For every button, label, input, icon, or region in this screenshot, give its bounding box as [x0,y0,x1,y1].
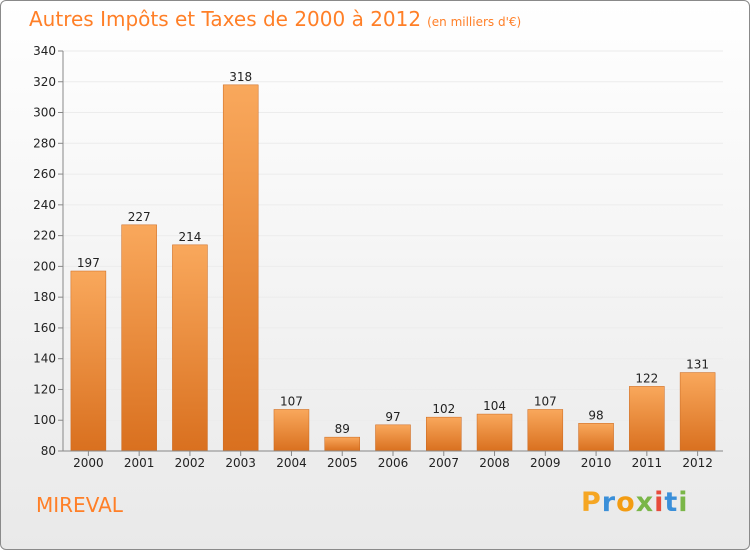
logo-letter: r [601,487,617,518]
bar-value-label: 122 [635,371,658,385]
x-tick-label: 2007 [428,456,459,470]
bar [476,413,513,452]
y-tick-label: 240 [33,198,56,212]
chart-subtitle: (en milliers d'€) [427,15,522,29]
bar [273,409,310,452]
bar [426,416,462,452]
bar [222,84,259,452]
x-tick-label: 2011 [632,456,663,470]
y-tick-label: 340 [33,44,56,58]
bar [578,423,614,452]
bar-value-label: 227 [128,210,151,224]
y-tick-label: 300 [33,106,56,120]
y-tick-label: 260 [33,167,56,181]
logo-letter: P [581,487,602,518]
logo-letter: x [635,487,655,518]
bar [527,409,564,452]
bar-value-label: 107 [534,394,557,408]
y-tick-label: 100 [33,413,56,427]
bar-value-label: 318 [229,70,252,84]
bar-value-label: 197 [77,256,100,270]
x-tick-label: 2003 [225,456,256,470]
x-tick-label: 2010 [581,456,612,470]
x-tick-label: 2005 [327,456,358,470]
bar [375,424,411,452]
bar [324,436,360,452]
y-tick-label: 80 [41,444,56,458]
y-tick-label: 160 [33,321,56,335]
x-tick-label: 2000 [73,456,104,470]
bars: 197 227 214 318 107 89 97 102 104 107 98 122 131 [70,70,716,452]
logo-letter: i [678,487,689,518]
x-tick-label: 2012 [682,456,713,470]
y-tick-label: 180 [33,290,56,304]
x-tick-label: 2001 [124,456,155,470]
x-tick-label: 2009 [530,456,561,470]
y-tick-label: 200 [33,259,56,273]
y-tick-label: 280 [33,136,56,150]
y-tick-label: 220 [33,229,56,243]
bar-value-label: 97 [385,410,400,424]
x-tick-label: 2006 [378,456,409,470]
place-name: MIREVAL [36,493,123,517]
x-tick-label: 2008 [479,456,510,470]
bar [70,270,107,452]
bar-value-label: 98 [588,408,603,422]
bar [121,224,157,452]
chart-title-text: Autres Impôts et Taxes de 2000 à 2012 [29,7,422,31]
chart-title: Autres Impôts et Taxes de 2000 à 2012 (en… [29,7,521,31]
bar-value-label: 107 [280,394,303,408]
y-tick-label: 120 [33,382,56,396]
y-tick-label: 320 [33,75,56,89]
bar [172,244,208,452]
axes: 80 100 120 140 160 180 200 220 240 260 280 300 320 34… [33,44,723,470]
logo-letter: t [664,487,679,518]
logo-letter: o [616,487,636,518]
bar [679,372,716,452]
bar [629,386,665,452]
x-tick-label: 2004 [276,456,307,470]
bar-value-label: 89 [335,422,350,436]
proxiti-logo: Proxiti [581,487,689,518]
bar-value-label: 214 [178,230,201,244]
x-tick-label: 2002 [175,456,206,470]
bar-value-label: 104 [483,399,506,413]
y-tick-label: 140 [33,352,56,366]
grid-lines [63,50,723,452]
logo-letter: i [654,487,665,518]
bar-value-label: 102 [432,402,455,416]
bar-value-label: 131 [686,358,709,372]
